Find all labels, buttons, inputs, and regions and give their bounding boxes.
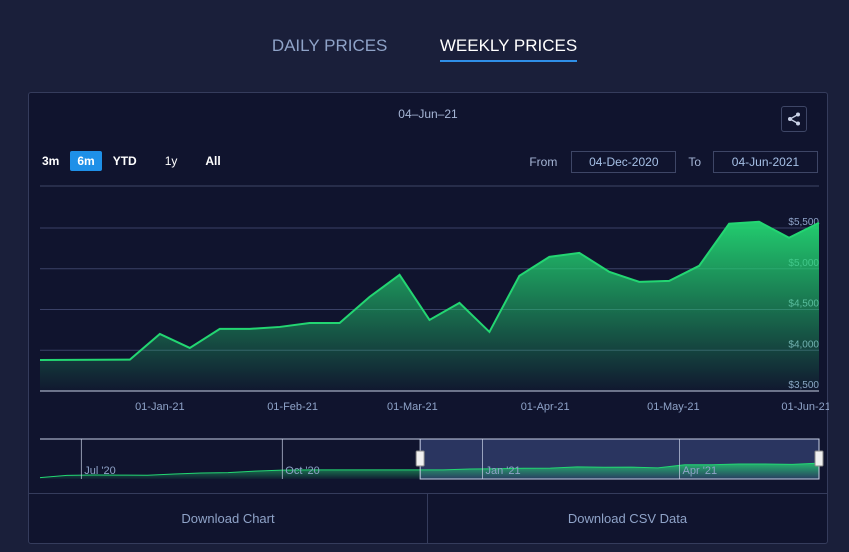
range-ytd-button[interactable]: YTD: [112, 154, 137, 168]
price-tabs: DAILY PRICES WEEKLY PRICES: [0, 36, 849, 62]
navigator-line: [39, 462, 820, 479]
x-tick-label: 01-Apr-21: [521, 401, 570, 413]
range-3m-button[interactable]: 3m: [42, 154, 60, 168]
price-chart[interactable]: $3,500$4,000$4,500$5,000$5,50001-Jan-210…: [29, 93, 829, 493]
x-tick-label: 01-Jun-21: [781, 401, 829, 413]
chart-card: 04–Jun–21 3m 6m YTD 1y All From To $3,50…: [28, 92, 829, 544]
tab-weekly-prices[interactable]: WEEKLY PRICES: [439, 36, 578, 62]
range-6m-button[interactable]: 6m: [70, 151, 102, 171]
navigator-tick-label: Apr '21: [683, 465, 718, 477]
share-icon: [788, 112, 800, 126]
navigator-tick-label: Jul '20: [84, 465, 115, 477]
share-button[interactable]: [781, 106, 807, 132]
navigator-area: [40, 463, 819, 479]
navigator-handle[interactable]: [814, 450, 824, 467]
range-1y-button[interactable]: 1y: [164, 154, 178, 168]
chart-title: 04–Jun–21: [398, 107, 458, 121]
navigator-tick-label: Oct '20: [285, 465, 320, 477]
range-selector: 3m 6m YTD 1y All: [35, 151, 228, 171]
to-label: To: [688, 155, 701, 169]
y-tick-label: $5,500: [788, 217, 819, 228]
from-label: From: [529, 155, 558, 169]
range-all-button[interactable]: All: [205, 154, 221, 168]
tab-daily-prices[interactable]: DAILY PRICES: [271, 36, 388, 55]
price-area: [40, 221, 819, 391]
navigator-handle[interactable]: [415, 450, 425, 467]
navigator-tick-label: Jan '21: [485, 465, 520, 477]
x-tick-label: 01-Mar-21: [387, 401, 438, 413]
from-date-input[interactable]: [571, 151, 677, 173]
to-date-input[interactable]: [713, 151, 818, 173]
x-tick-label: 01-Jan-21: [135, 401, 185, 413]
navigator: Jul '20 Oct '20 Jan '21 Apr '21: [39, 438, 824, 480]
download-chart-button[interactable]: Download Chart: [29, 493, 428, 543]
date-range: From To: [529, 151, 818, 173]
x-tick-label: 01-Feb-21: [267, 401, 318, 413]
download-csv-button[interactable]: Download CSV Data: [428, 493, 827, 543]
x-tick-label: 01-May-21: [647, 401, 700, 413]
price-line: [39, 220, 820, 362]
